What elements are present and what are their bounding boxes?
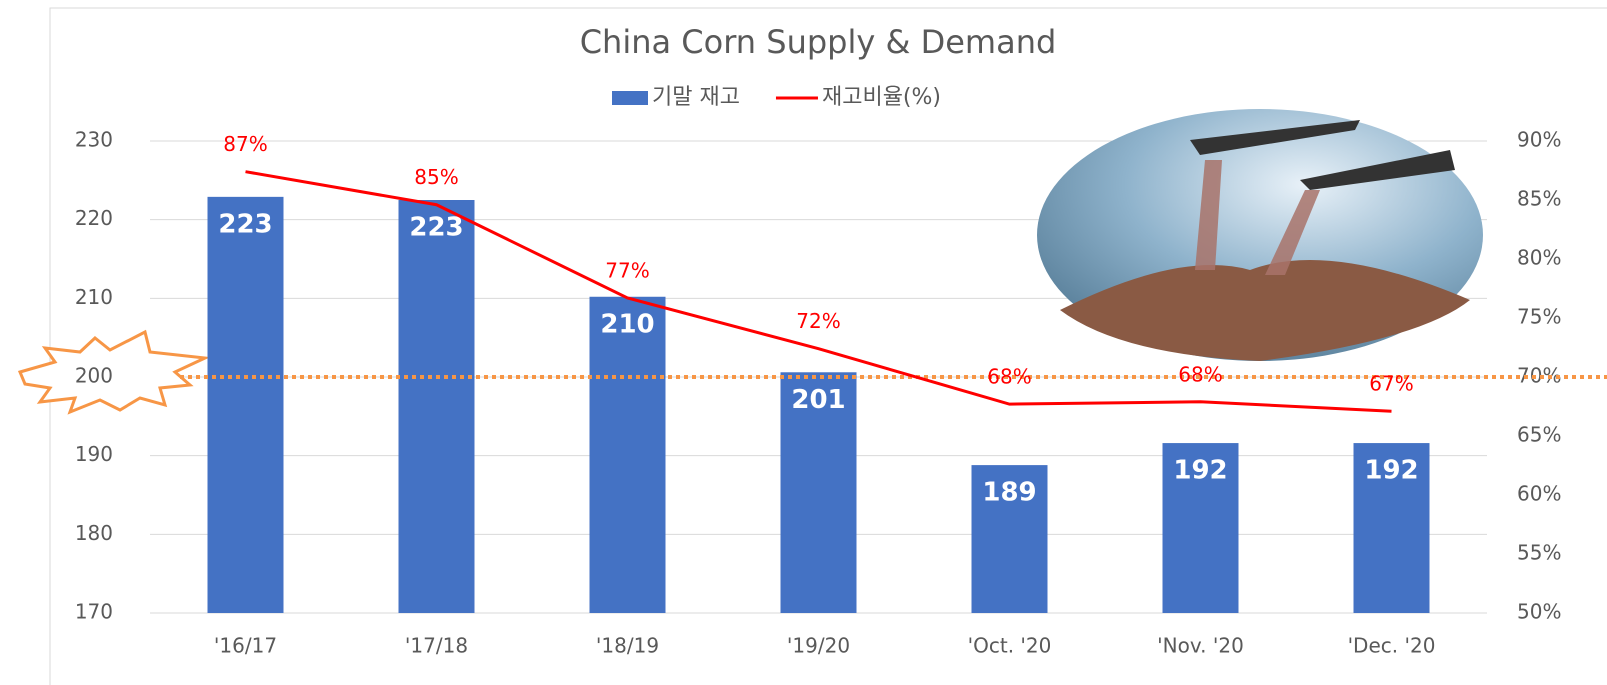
y2-tick-label: 55% [1517,541,1561,565]
legend-swatch [612,91,648,105]
y2-tick-label: 75% [1517,305,1561,329]
bar-value-label: 192 [1173,456,1227,486]
y2-tick-label: 85% [1517,187,1561,211]
chart: China Corn Supply & Demand 기말 재고재고비율(%) … [0,0,1607,685]
y2-tick-label: 50% [1517,600,1561,624]
bar-value-label: 223 [409,213,463,243]
y-tick-label: 190 [75,442,113,466]
y-tick-label: 180 [75,521,113,545]
y-tick-label: 200 [75,364,113,388]
line-value-label: 68% [987,365,1031,389]
line-value-label: 68% [1178,362,1222,386]
y-tick-label: 230 [75,128,113,152]
y2-tick-label: 65% [1517,423,1561,447]
line-value-label: 85% [414,165,458,189]
y2-tick-label: 80% [1517,246,1561,270]
x-tick-label: 'Nov. '20 [1157,634,1244,658]
legend-label: 재고비율(%) [822,85,941,110]
chart-title: China Corn Supply & Demand [580,23,1057,61]
x-tick-label: '19/20 [787,634,850,658]
x-tick-label: 'Dec. '20 [1348,634,1436,658]
y2-tick-label: 70% [1517,364,1561,388]
bar [208,197,284,613]
bar [399,200,475,613]
line-value-label: 87% [223,132,267,156]
photo [1037,109,1483,361]
x-tick-label: 'Oct. '20 [968,634,1052,658]
line-value-label: 77% [605,258,649,282]
x-tick-label: '16/17 [214,634,277,658]
y-tick-label: 220 [75,206,113,230]
x-tick-label: '17/18 [405,634,468,658]
x-tick-label: '18/19 [596,634,659,658]
bar [590,297,666,613]
y-tick-label: 210 [75,285,113,309]
bar-value-label: 201 [791,385,845,415]
bar-value-label: 189 [982,478,1036,508]
bar-value-label: 192 [1364,456,1418,486]
line-value-label: 72% [796,309,840,333]
bar-value-label: 223 [218,209,272,239]
y2-tick-label: 90% [1517,128,1561,152]
y-tick-label: 170 [75,600,113,624]
bar-value-label: 210 [600,309,654,339]
line-value-label: 67% [1369,372,1413,396]
legend-label: 기말 재고 [652,85,740,110]
y2-tick-label: 60% [1517,482,1561,506]
